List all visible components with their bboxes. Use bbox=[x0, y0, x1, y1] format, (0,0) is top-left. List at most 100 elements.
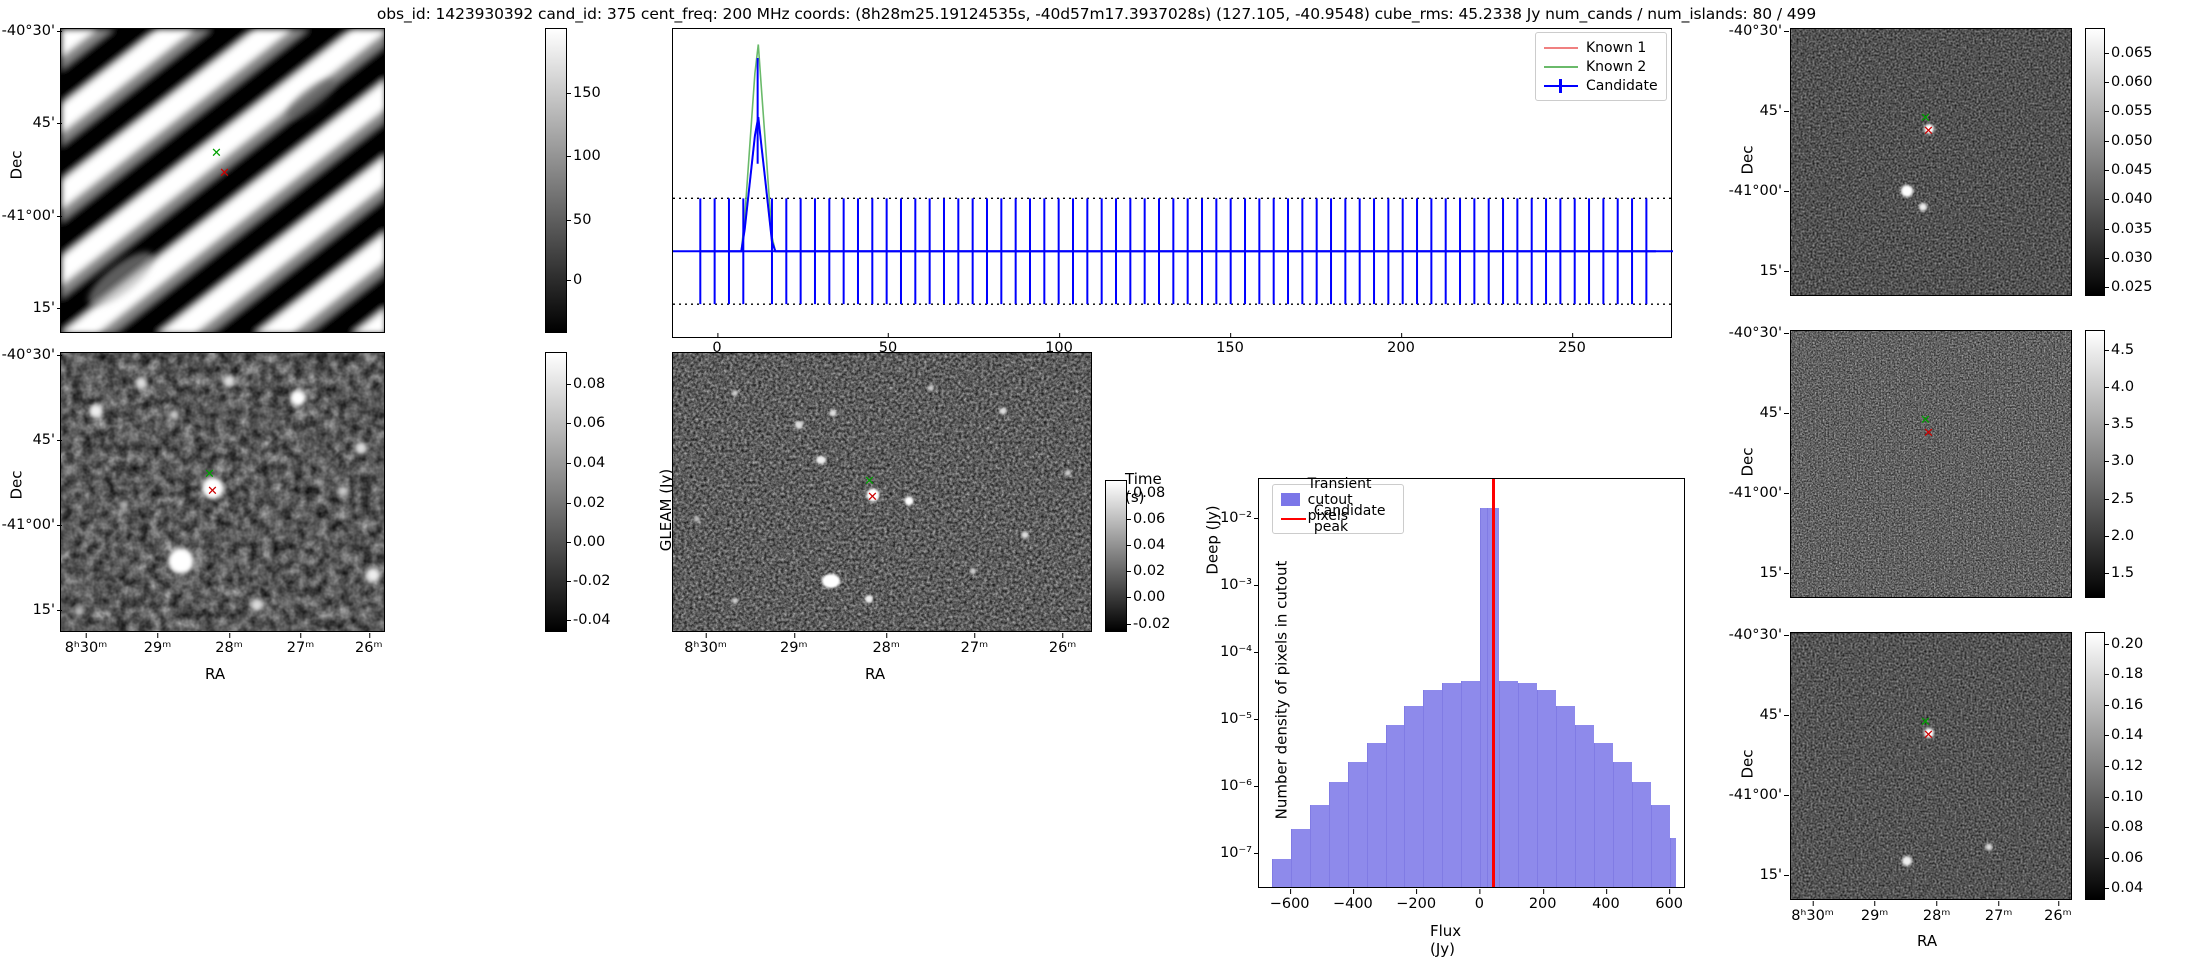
ytick: 10⁻⁴ bbox=[1220, 644, 1259, 661]
xtick: 28ᵐ bbox=[215, 633, 243, 656]
histogram-ylabel: Number density of pixels in cutout bbox=[1152, 561, 1411, 820]
histogram-bar bbox=[1271, 858, 1291, 887]
histogram-bar bbox=[1328, 782, 1348, 887]
cbar-tick: 0.16 bbox=[2104, 697, 2143, 713]
legend-label: Candidate bbox=[1586, 77, 1658, 94]
histogram-bar bbox=[1423, 690, 1443, 887]
tcg-colorbar[interactable]: 0.20 0.18 0.16 0.14 0.12 0.10 0.08 0.06 … bbox=[2085, 632, 2143, 900]
xtick: 29ᵐ bbox=[780, 633, 808, 656]
ytick: 10⁻⁵ bbox=[1220, 711, 1259, 728]
xtick: 0 bbox=[1474, 889, 1485, 912]
cbar-tick: 150 bbox=[566, 85, 601, 101]
known-source-marker-green: ✕ bbox=[204, 467, 215, 482]
ytick: 10⁻² bbox=[1220, 510, 1259, 527]
lightcurve-axes[interactable] bbox=[672, 28, 1673, 338]
ytick: -41°00' bbox=[1728, 787, 1790, 803]
cbar-tick: -0.02 bbox=[1126, 616, 1171, 632]
transient-cube-colorbar[interactable]: 150 100 50 0 bbox=[545, 28, 601, 333]
cbar-tick: 0.065 bbox=[2104, 45, 2153, 61]
histogram-bar bbox=[1385, 724, 1405, 887]
spike-image[interactable]: ✕ ✕ bbox=[1790, 330, 2072, 598]
histogram-bar bbox=[1632, 782, 1652, 887]
cbar-tick: 2.5 bbox=[2104, 491, 2134, 507]
histogram-bar bbox=[1670, 838, 1677, 887]
xtick: 200 bbox=[1387, 333, 1415, 356]
gleam-colorbar[interactable]: 0.08 0.06 0.04 0.02 0.00 -0.02 -0.04 bbox=[545, 352, 611, 632]
histogram-bar bbox=[1537, 690, 1557, 887]
histogram-axes[interactable] bbox=[1258, 478, 1685, 888]
deep-image[interactable]: ✕ ✕ bbox=[672, 352, 1092, 632]
spike-yaxis: -40°30' 45' -41°00' 15' bbox=[1720, 325, 1790, 598]
known-source-marker-green: ✕ bbox=[1920, 715, 1931, 730]
xtick: 28ᵐ bbox=[872, 633, 900, 656]
cbar-tick: 4.5 bbox=[2104, 342, 2134, 358]
ytick: 45' bbox=[32, 115, 63, 131]
legend-item-known1: Known 1 bbox=[1544, 38, 1658, 57]
ylabel-text: Number density of pixels in cutout bbox=[1272, 560, 1291, 820]
tcg-xlabel: RA bbox=[1917, 932, 1938, 950]
cbar-tick: 0.04 bbox=[2104, 880, 2143, 896]
spike-colorbar[interactable]: 4.5 4.0 3.5 3.0 2.5 2.0 1.5 bbox=[2085, 330, 2134, 598]
cbar-tick: 0.06 bbox=[566, 415, 605, 431]
cbar-tick: 0.10 bbox=[2104, 789, 2143, 805]
candidate-marker-red: ✕ bbox=[1923, 426, 1934, 441]
xtick: −600 bbox=[1269, 889, 1310, 912]
cbar-tick: 100 bbox=[566, 148, 601, 164]
lightcurve-xlabel: Time (s) bbox=[1125, 470, 1162, 506]
xtick: 8ʰ30ᵐ bbox=[1791, 901, 1834, 924]
cbar-tick: 0 bbox=[566, 272, 582, 288]
histogram-bar bbox=[1404, 706, 1424, 887]
legend-label: Candidate peak bbox=[1313, 502, 1386, 535]
xtick: 400 bbox=[1592, 889, 1620, 912]
xtick: 26ᵐ bbox=[2044, 901, 2072, 924]
candidate-marker-red: ✕ bbox=[867, 490, 878, 505]
cbar-tick: 0.055 bbox=[2104, 103, 2153, 119]
ytick: 15' bbox=[1759, 867, 1790, 883]
rms-colorbar[interactable]: 0.065 0.060 0.055 0.050 0.045 0.040 0.03… bbox=[2085, 28, 2153, 296]
cbar-tick: 4.0 bbox=[2104, 379, 2134, 395]
histogram-bar bbox=[1556, 706, 1576, 887]
cbar-tick: 0.06 bbox=[1126, 511, 1165, 527]
legend-swatch-known1 bbox=[1544, 46, 1578, 49]
cbar-tick: 0.02 bbox=[566, 495, 605, 511]
legend-item-cutout-pixels: Transient cutout pixels bbox=[1281, 476, 1395, 524]
ytick: 45' bbox=[1759, 103, 1790, 119]
deep-colorbar[interactable]: 0.08 0.06 0.04 0.02 0.00 -0.02 bbox=[1105, 480, 1171, 632]
cbar-tick: 0.08 bbox=[2104, 819, 2143, 835]
histogram-bars bbox=[1259, 479, 1684, 887]
histogram-xlabel: Flux (Jy) bbox=[1430, 922, 1462, 958]
cbar-tick: 50 bbox=[566, 212, 591, 228]
legend-label: Known 1 bbox=[1586, 39, 1647, 56]
cbar-tick: 0.030 bbox=[2104, 250, 2153, 266]
ytick: 10⁻⁶ bbox=[1220, 778, 1259, 795]
cbar-tick: 0.00 bbox=[1126, 589, 1165, 605]
cbar-tick: 1.5 bbox=[2104, 565, 2134, 581]
ytick: -40°30' bbox=[1728, 627, 1790, 643]
ytick: 10⁻³ bbox=[1220, 577, 1259, 594]
page-title: obs_id: 1423930392 cand_id: 375 cent_fre… bbox=[376, 5, 1817, 23]
histogram-bar bbox=[1290, 829, 1310, 887]
cbar-tick: 0.035 bbox=[2104, 221, 2153, 237]
known-source-marker-green: ✕ bbox=[1920, 111, 1931, 126]
known-source-marker-green: ✕ bbox=[1920, 413, 1931, 428]
cbar-tick: 0.040 bbox=[2104, 191, 2153, 207]
xtick: 8ʰ30ᵐ bbox=[64, 633, 108, 656]
ytick: 45' bbox=[32, 432, 63, 448]
cbar-tick: 3.0 bbox=[2104, 453, 2134, 469]
cbar-tick: 0.02 bbox=[1126, 563, 1165, 579]
transient-cube-image[interactable]: ✕ ✕ bbox=[60, 28, 385, 333]
lightcurve-plot bbox=[673, 44, 1673, 305]
xtick: 28ᵐ bbox=[1922, 901, 1951, 924]
ytick: -40°30' bbox=[1728, 325, 1790, 341]
ytick: 15' bbox=[1759, 565, 1790, 581]
histogram-bar bbox=[1613, 762, 1633, 887]
gleam-image[interactable]: ✕ ✕ bbox=[60, 352, 385, 632]
tcg-image[interactable]: ✕ ✕ bbox=[1790, 632, 2072, 900]
rms-image[interactable]: ✕ ✕ bbox=[1790, 28, 2072, 296]
histogram-bar bbox=[1480, 507, 1487, 887]
tcg-cbar-label: tcg = 0.257 (1.1) bbox=[2150, 755, 2193, 774]
known-source-marker-green: ✕ bbox=[864, 474, 875, 489]
histogram-bar bbox=[1594, 743, 1614, 887]
ytick: 10⁻⁷ bbox=[1220, 844, 1259, 861]
cbar-tick: 0.12 bbox=[2104, 758, 2143, 774]
